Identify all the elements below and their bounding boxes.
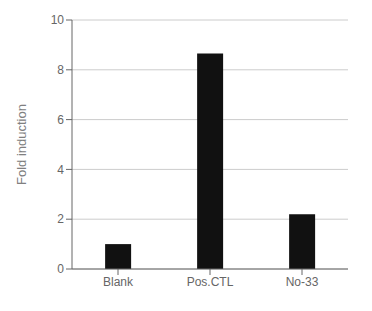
svg-text:4: 4 xyxy=(57,163,64,177)
svg-text:Blank: Blank xyxy=(103,275,134,289)
svg-text:No-33: No-33 xyxy=(286,275,319,289)
svg-text:6: 6 xyxy=(57,113,64,127)
svg-text:Pos.CTL: Pos.CTL xyxy=(187,275,234,289)
svg-text:10: 10 xyxy=(51,13,65,27)
svg-text:2: 2 xyxy=(57,212,64,226)
svg-text:0: 0 xyxy=(57,262,64,276)
svg-text:Fold induction: Fold induction xyxy=(14,104,29,185)
svg-text:8: 8 xyxy=(57,63,64,77)
